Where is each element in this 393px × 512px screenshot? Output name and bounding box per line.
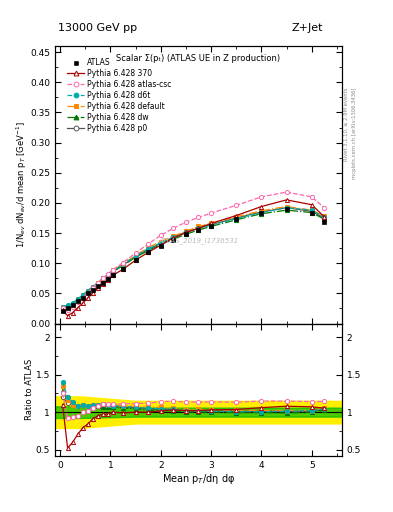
Text: Scalar Σ(pₜ) (ATLAS UE in Z production): Scalar Σ(pₜ) (ATLAS UE in Z production) bbox=[116, 54, 281, 63]
Text: 13000 GeV pp: 13000 GeV pp bbox=[59, 23, 138, 33]
Y-axis label: Ratio to ATLAS: Ratio to ATLAS bbox=[26, 359, 35, 420]
Text: ATLAS_2019_I1736531: ATLAS_2019_I1736531 bbox=[158, 237, 239, 244]
Text: Z+Jet: Z+Jet bbox=[292, 23, 323, 33]
Legend: ATLAS, Pythia 6.428 370, Pythia 6.428 atlas-csc, Pythia 6.428 d6t, Pythia 6.428 : ATLAS, Pythia 6.428 370, Pythia 6.428 at… bbox=[68, 58, 172, 133]
X-axis label: Mean p$_{T}$/dη dφ: Mean p$_{T}$/dη dφ bbox=[162, 472, 235, 486]
Text: Rivet 3.1.10, ≥ 2.9M events: Rivet 3.1.10, ≥ 2.9M events bbox=[344, 87, 349, 161]
Text: mcplots.cern.ch [arXiv:1306.3436]: mcplots.cern.ch [arXiv:1306.3436] bbox=[352, 87, 357, 179]
Y-axis label: 1/N$_{ev}$ dN$_{ev}$/d mean p$_{T}$ [GeV$^{-1}$]: 1/N$_{ev}$ dN$_{ev}$/d mean p$_{T}$ [GeV… bbox=[14, 121, 29, 248]
